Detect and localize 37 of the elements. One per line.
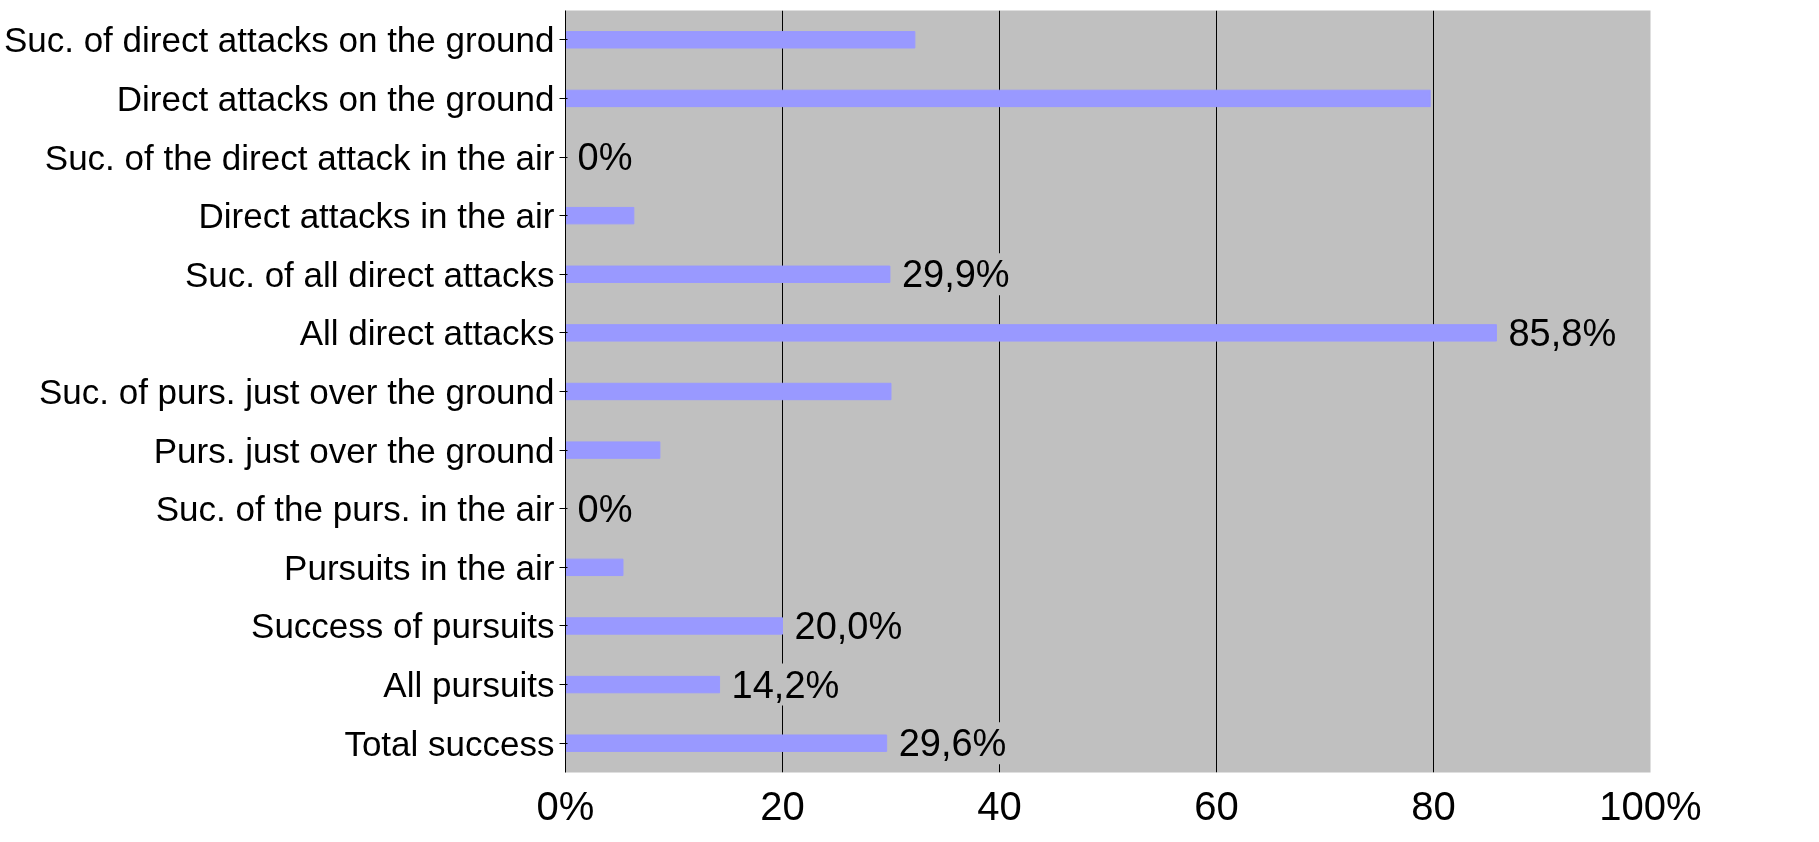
- data-label: 20,0%: [794, 604, 903, 647]
- y-tick-label: Success of pursuits: [251, 606, 555, 646]
- data-label: 0%: [577, 487, 633, 530]
- y-tick-label: Pursuits in the air: [284, 547, 555, 587]
- bar: [565, 558, 624, 577]
- y-tick-label: Purs. just over the ground: [153, 430, 555, 470]
- y-tick-label: All direct attacks: [299, 313, 555, 353]
- y-tick-label: Suc. of purs. just over the ground: [38, 372, 555, 411]
- y-tick-label: Direct attacks on the ground: [116, 78, 555, 118]
- bar: [565, 89, 1431, 108]
- bar: [565, 265, 891, 283]
- data-label: 29,6%: [898, 722, 1007, 765]
- x-tick-label: 100%: [1599, 783, 1702, 828]
- y-tick-label: All pursuits: [383, 665, 555, 705]
- bar: [565, 441, 661, 459]
- y-tick-label: Suc. of the direct attack in the air: [44, 137, 555, 177]
- y-tick-label: Total success: [344, 723, 555, 763]
- bar: [565, 324, 1497, 342]
- x-tick-label: 20: [760, 783, 805, 828]
- data-label: 85,8%: [1508, 311, 1617, 354]
- x-tick-label: 40: [977, 783, 1022, 828]
- data-label: 0%: [577, 136, 633, 179]
- bar: [565, 675, 721, 694]
- data-label: 29,9%: [901, 253, 1010, 296]
- x-tick-label: 60: [1194, 783, 1239, 828]
- bar: [565, 206, 635, 225]
- data-label: 14,2%: [731, 663, 840, 706]
- bar: [565, 617, 783, 635]
- y-tick-label: Suc. of all direct attacks: [184, 254, 555, 294]
- bar: [565, 382, 892, 401]
- y-tick-label: Suc. of the purs. in the air: [155, 489, 555, 529]
- x-tick-label: 0%: [536, 783, 595, 828]
- x-tick-label: 80: [1411, 783, 1456, 828]
- bar: [565, 31, 916, 49]
- y-tick-label: Suc. of direct attacks on the ground: [3, 20, 555, 60]
- y-tick-label: Direct attacks in the air: [198, 196, 555, 236]
- bar: [565, 734, 888, 752]
